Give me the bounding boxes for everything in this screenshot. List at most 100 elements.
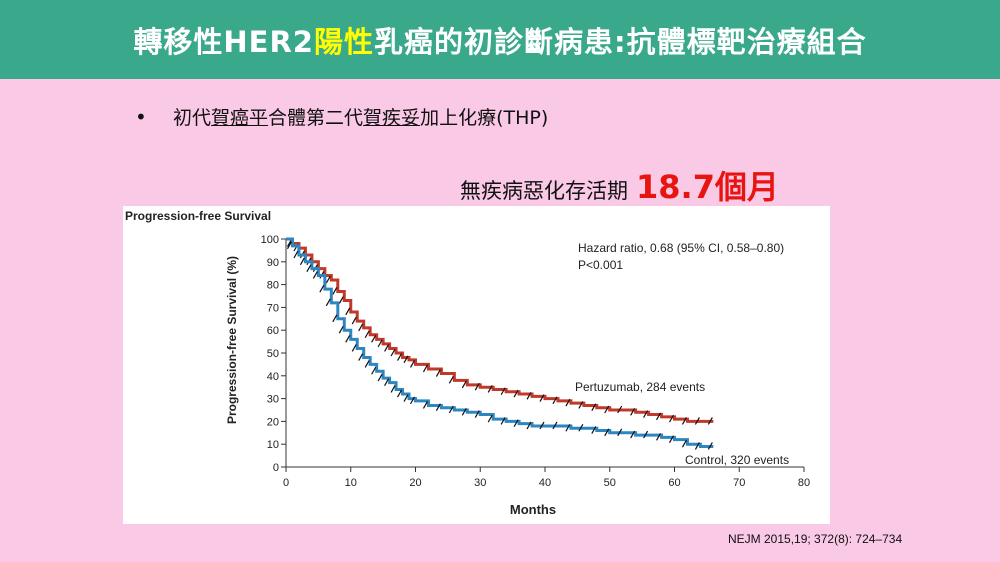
censor-mark bbox=[377, 373, 383, 382]
censor-mark bbox=[539, 394, 545, 402]
chart-panel: Progression-free Survival 0 10 20 30 40 50 60 7… bbox=[123, 206, 830, 524]
censor-mark bbox=[707, 442, 713, 450]
y-tick-label: 100 bbox=[261, 234, 279, 246]
censor-mark bbox=[390, 348, 396, 357]
censor-mark bbox=[461, 407, 467, 416]
y-tick-label: 20 bbox=[267, 416, 279, 428]
censor-mark bbox=[325, 298, 331, 307]
x-axis-label: Months bbox=[510, 502, 556, 517]
x-tick-label: 10 bbox=[345, 477, 357, 489]
title-part-2: 乳癌的初診斷病患:抗體標靶治療組合 bbox=[374, 24, 867, 59]
censor-mark bbox=[409, 360, 416, 368]
censor-mark bbox=[312, 271, 318, 279]
y-tick-label: 40 bbox=[267, 371, 279, 383]
censor-mark bbox=[286, 241, 292, 250]
chart-axes: 0 10 20 30 40 50 60 70 80 90 100 0 10 20 30 40 50 60 70 80 bbox=[261, 234, 810, 489]
censor-mark bbox=[364, 360, 370, 368]
censor-mark bbox=[325, 275, 331, 284]
y-tick-label: 70 bbox=[267, 302, 279, 314]
censor-mark bbox=[345, 335, 351, 343]
censor-mark bbox=[384, 378, 390, 386]
km-chart: Progression-free Survival 0 10 20 30 40 50 60 7… bbox=[125, 209, 810, 517]
bullet-text-a: 初代 bbox=[173, 107, 212, 129]
censor-mark bbox=[351, 344, 357, 352]
x-tick-label: 60 bbox=[668, 477, 680, 489]
censor-mark bbox=[332, 287, 338, 295]
header-bar: 轉移性HER2陽性乳癌的初診斷病患:抗體標靶治療組合 bbox=[0, 0, 1000, 79]
censor-mark bbox=[643, 430, 649, 439]
censor-mark bbox=[552, 396, 558, 405]
y-tick-label: 90 bbox=[267, 257, 279, 269]
censor-mark bbox=[397, 389, 403, 398]
censor-mark bbox=[448, 376, 454, 384]
censor-mark bbox=[358, 323, 364, 332]
censor-mark bbox=[513, 389, 519, 398]
bullet-text-b: 賀癌平 bbox=[211, 107, 269, 129]
series-label-pertuzumab: Pertuzumab, 284 events bbox=[575, 380, 705, 394]
censor-mark bbox=[668, 414, 675, 423]
pfs-summary: 無疾病惡化存活期 18.7個月 bbox=[460, 162, 779, 208]
censor-mark bbox=[630, 430, 636, 439]
pfs-label: 無疾病惡化存活期 bbox=[460, 179, 628, 203]
y-tick-label: 10 bbox=[267, 439, 279, 451]
censor-mark bbox=[656, 412, 662, 421]
censor-mark bbox=[422, 401, 428, 409]
y-tick-label: 50 bbox=[267, 348, 279, 360]
hazard-ratio-annotation: Hazard ratio, 0.68 (95% CI, 0.58–0.80) bbox=[578, 241, 784, 255]
censor-mark bbox=[371, 366, 377, 375]
title-highlight: 陽性 bbox=[313, 24, 374, 59]
y-tick-label: 60 bbox=[267, 325, 279, 337]
censor-mark bbox=[513, 419, 519, 427]
censor-mark bbox=[338, 325, 344, 334]
bullet-text-d: 賀疾妥 bbox=[363, 107, 421, 129]
censor-mark bbox=[358, 353, 364, 361]
chart-title: Progression-free Survival bbox=[125, 209, 271, 223]
censor-mark bbox=[351, 316, 357, 325]
y-tick-label: 0 bbox=[273, 462, 279, 474]
censor-mark bbox=[286, 239, 292, 247]
censor-mark bbox=[422, 364, 428, 373]
x-tick-label: 80 bbox=[798, 477, 810, 489]
censor-mark bbox=[617, 405, 623, 414]
censor-mark bbox=[656, 433, 662, 441]
censor-mark bbox=[448, 405, 454, 414]
censor-mark bbox=[578, 401, 584, 409]
censor-mark bbox=[461, 380, 467, 389]
censor-mark bbox=[578, 423, 584, 432]
censor-mark bbox=[668, 435, 675, 443]
censor-mark bbox=[299, 257, 305, 266]
censor-mark bbox=[565, 398, 571, 407]
censor-mark bbox=[487, 385, 493, 393]
censor-mark bbox=[526, 392, 532, 400]
y-tick-label: 30 bbox=[267, 394, 279, 406]
censor-mark bbox=[604, 428, 610, 437]
censor-mark bbox=[500, 387, 506, 396]
bullet-text-e: 加上化療(THP) bbox=[420, 107, 549, 129]
censor-mark bbox=[371, 335, 377, 343]
censor-mark bbox=[681, 417, 687, 425]
bullet-item: • 初代 賀癌平 合體第二代 賀疾妥 加上化療(THP) bbox=[135, 103, 548, 130]
censor-mark bbox=[474, 410, 480, 418]
bullet-text-c: 合體第二代 bbox=[268, 107, 364, 129]
censor-mark bbox=[403, 355, 409, 364]
censor-mark bbox=[681, 439, 687, 448]
censor-mark bbox=[306, 264, 312, 272]
censor-mark bbox=[630, 407, 636, 416]
slide-title: 轉移性HER2陽性乳癌的初診斷病患:抗體標靶治療組合 bbox=[133, 19, 866, 61]
censor-mark bbox=[377, 339, 383, 348]
x-tick-label: 20 bbox=[409, 477, 421, 489]
censor-mark bbox=[500, 417, 506, 425]
censor-mark bbox=[345, 307, 351, 316]
censor-mark bbox=[435, 369, 441, 377]
pfs-value: 18.7個月 bbox=[636, 168, 779, 206]
censor-mark bbox=[487, 414, 493, 423]
x-tick-label: 70 bbox=[733, 477, 745, 489]
censor-mark bbox=[319, 284, 325, 293]
p-value-annotation: P<0.001 bbox=[578, 258, 623, 272]
series-label-control: Control, 320 events bbox=[685, 453, 789, 467]
y-tick-label: 80 bbox=[267, 280, 279, 292]
x-tick-label: 50 bbox=[604, 477, 616, 489]
censor-mark bbox=[694, 442, 700, 450]
y-axis-label: Progression-free Survival (%) bbox=[225, 256, 239, 424]
censor-mark bbox=[707, 417, 713, 425]
